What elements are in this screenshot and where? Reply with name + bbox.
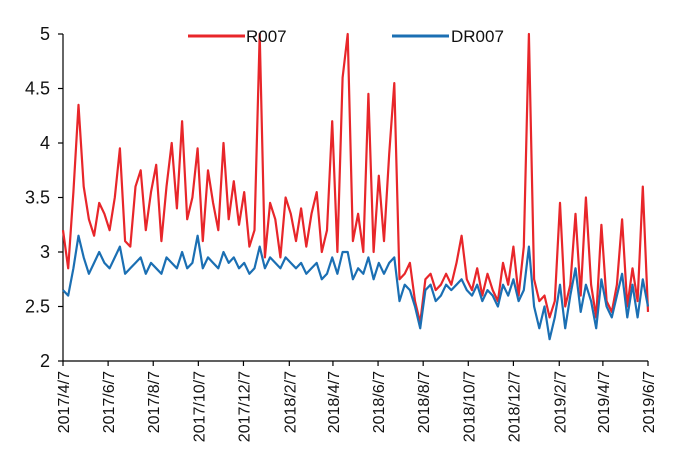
series-line-r007 [61, 32, 650, 324]
series-lines [61, 32, 650, 341]
y-tick-label: 4.5 [25, 79, 50, 99]
legend-label-dr007: DR007 [451, 27, 504, 46]
x-tick-label: 2018/6/7 [371, 371, 388, 433]
legend-label-r007: R007 [246, 27, 287, 46]
y-tick-label: 2 [40, 351, 50, 371]
x-tick-label: 2018/12/7 [506, 371, 523, 442]
x-tick-label: 2017/12/7 [236, 371, 253, 442]
x-tick-label: 2017/10/7 [191, 371, 208, 442]
x-tick-label: 2018/8/7 [416, 371, 433, 433]
axes: 2 2.5 3 3.5 4 4.5 5 2017/4/7 2017/6/7 2017/8/7 201… [25, 24, 658, 442]
y-tick-label: 3.5 [25, 188, 50, 208]
x-tick-label: 2019/2/7 [552, 371, 569, 433]
series-line-dr007 [62, 234, 650, 341]
x-tick-label: 2018/10/7 [461, 371, 478, 442]
x-tick-label: 2017/6/7 [101, 371, 118, 433]
x-tick-label: 2017/8/7 [146, 371, 163, 433]
y-tick-label: 2.5 [25, 297, 50, 317]
x-tick-label: 2019/6/7 [641, 371, 658, 433]
y-tick-label: 5 [40, 24, 50, 44]
y-tick-label: 3 [40, 242, 50, 262]
x-tick-label: 2018/4/7 [326, 371, 343, 433]
x-tick-label: 2017/4/7 [56, 371, 73, 433]
x-tick-label: 2018/2/7 [282, 371, 299, 433]
y-tick-label: 4 [40, 133, 50, 153]
legend: R007 DR007 [188, 27, 504, 46]
x-tick-label: 2019/4/7 [596, 371, 613, 433]
